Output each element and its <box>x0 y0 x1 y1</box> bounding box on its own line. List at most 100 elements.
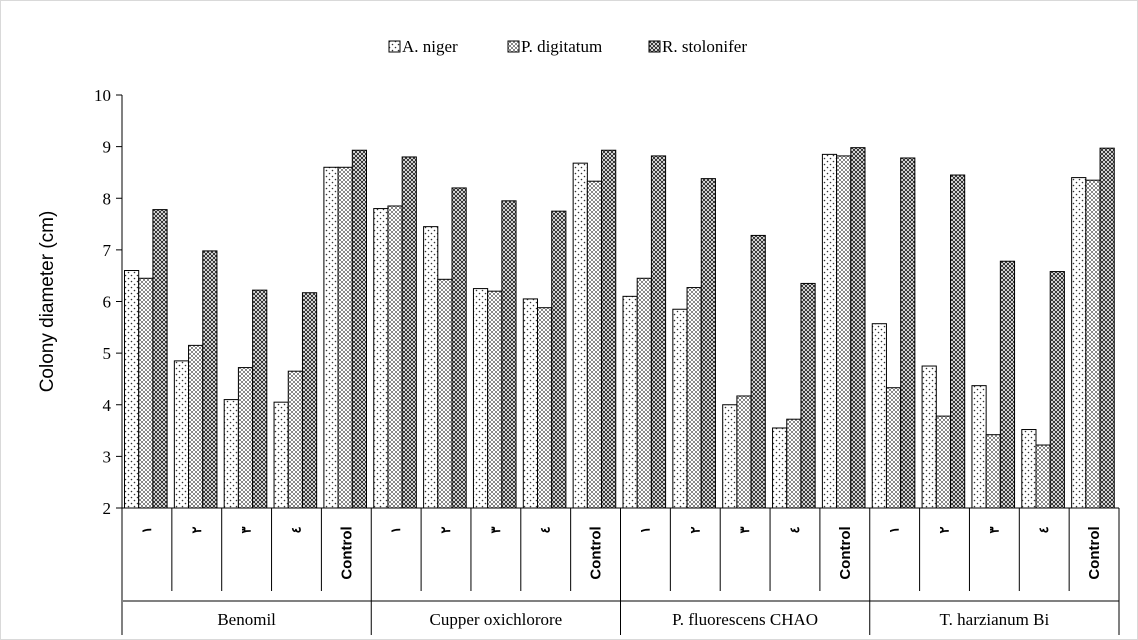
level-label-2: ٢ <box>189 526 204 533</box>
bar-a-niger-5 <box>323 166 339 509</box>
bar-r-stolonifer-4 <box>301 292 318 509</box>
y-axis-title: Colony diameter (cm) <box>37 211 58 393</box>
bar-a-niger-14 <box>772 427 788 509</box>
legend-swatch-3 <box>648 40 661 53</box>
bar-a-niger-10 <box>572 162 588 509</box>
bar-r-stolonifer-3 <box>252 289 268 509</box>
bar-a-niger-8 <box>472 288 489 509</box>
y-tick-label: 2 <box>103 499 112 518</box>
level-label-1: ١ <box>887 527 902 534</box>
level-label-1: ١ <box>637 527 652 534</box>
level-label-1: ١ <box>139 527 154 534</box>
bar-a-niger-7 <box>423 226 439 509</box>
bar-a-niger-16 <box>871 323 887 509</box>
level-label-2: ٢ <box>687 526 702 533</box>
bars <box>124 147 1115 509</box>
bar-r-stolonifer-1 <box>152 209 168 509</box>
bar-r-stolonifer-15 <box>850 147 866 509</box>
group-label: T. harzianum Bi <box>940 610 1050 629</box>
bar-r-stolonifer-19 <box>1049 271 1065 509</box>
bar-p-digitatum-17 <box>935 415 951 509</box>
bar-r-stolonifer-6 <box>401 156 417 509</box>
category-axis: ١ ٢ ٣ ٤ Control Benomil ١ ٢ ٣ ٤ Control Cupper oxic… <box>121 508 1120 635</box>
bar-a-niger-12 <box>672 308 688 509</box>
level-label-4: ٤ <box>787 526 802 533</box>
bar-a-niger-2 <box>173 360 190 509</box>
bar-p-digitatum-20 <box>1085 179 1101 509</box>
level-label-control: Control <box>338 526 355 579</box>
bar-r-stolonifer-5 <box>351 149 367 509</box>
legend: A. niger P. digitatum R. stolonifer <box>388 37 747 56</box>
y-tick-label: 5 <box>103 344 112 363</box>
bar-p-digitatum-14 <box>786 418 802 509</box>
bar-a-niger-3 <box>223 399 239 509</box>
bar-p-digitatum-12 <box>686 287 702 509</box>
bar-r-stolonifer-20 <box>1099 147 1115 509</box>
bar-p-digitatum-10 <box>586 180 603 509</box>
bar-a-niger-20 <box>1071 177 1087 509</box>
bar-r-stolonifer-11 <box>650 155 667 509</box>
y-tick-label: 10 <box>94 86 111 105</box>
bar-r-stolonifer-7 <box>451 187 467 509</box>
bar-r-stolonifer-2 <box>202 250 218 509</box>
level-label-1: ١ <box>388 527 403 534</box>
level-label-2: ٢ <box>438 526 453 533</box>
bar-r-stolonifer-8 <box>501 200 517 509</box>
bar-p-digitatum-8 <box>487 290 503 509</box>
level-label-4: ٤ <box>538 526 553 533</box>
bar-p-digitatum-4 <box>287 370 303 509</box>
bar-a-niger-18 <box>971 385 987 509</box>
bar-a-niger-17 <box>921 365 937 509</box>
bar-p-digitatum-2 <box>188 344 204 509</box>
bar-r-stolonifer-12 <box>700 178 716 509</box>
bar-p-digitatum-16 <box>885 387 902 509</box>
group-label: Benomil <box>217 610 276 629</box>
bar-a-niger-19 <box>1021 429 1037 509</box>
bar-r-stolonifer-13 <box>750 234 766 509</box>
y-tick-label: 7 <box>103 241 112 260</box>
legend-swatch-1 <box>388 40 401 53</box>
bar-p-digitatum-11 <box>636 277 652 509</box>
bar-r-stolonifer-10 <box>601 149 617 509</box>
bar-a-niger-9 <box>522 298 538 509</box>
bar-p-digitatum-5 <box>337 166 353 509</box>
bar-a-niger-1 <box>124 270 140 509</box>
level-label-3: ٣ <box>986 526 1001 533</box>
bar-r-stolonifer-17 <box>950 174 966 509</box>
bar-r-stolonifer-14 <box>800 282 816 509</box>
legend-label-2: P. digitatum <box>521 37 602 56</box>
bar-p-digitatum-18 <box>985 434 1001 509</box>
level-label-4: ٤ <box>1036 526 1051 533</box>
level-label-4: ٤ <box>288 526 303 533</box>
y-tick-label: 9 <box>103 138 112 157</box>
bar-p-digitatum-6 <box>387 205 403 509</box>
level-label-3: ٣ <box>239 526 254 533</box>
bar-r-stolonifer-9 <box>551 210 567 509</box>
y-tick-label: 4 <box>103 396 112 415</box>
y-tick-label: 3 <box>103 447 112 466</box>
level-label-2: ٢ <box>937 526 952 533</box>
bar-a-niger-11 <box>622 295 638 509</box>
y-tick-label: 6 <box>103 293 112 312</box>
bar-r-stolonifer-16 <box>900 157 916 509</box>
level-label-control: Control <box>837 526 854 579</box>
level-label-3: ٣ <box>737 526 752 533</box>
bar-a-niger-4 <box>273 401 289 509</box>
bar-p-digitatum-15 <box>836 155 852 509</box>
bar-a-niger-6 <box>373 208 389 509</box>
bar-p-digitatum-13 <box>736 395 752 509</box>
legend-label-3: R. stolonifer <box>662 37 747 56</box>
bar-a-niger-15 <box>821 153 838 509</box>
level-label-control: Control <box>1086 526 1103 579</box>
level-label-3: ٣ <box>488 526 503 533</box>
bar-p-digitatum-3 <box>237 367 254 509</box>
group-label: P. fluorescens CHAO <box>672 610 818 629</box>
level-label-control: Control <box>588 526 605 579</box>
bar-p-digitatum-19 <box>1035 444 1051 509</box>
bar-p-digitatum-9 <box>537 307 553 509</box>
bar-p-digitatum-1 <box>138 277 154 509</box>
bar-r-stolonifer-18 <box>999 260 1016 509</box>
legend-swatch-2 <box>507 40 520 53</box>
